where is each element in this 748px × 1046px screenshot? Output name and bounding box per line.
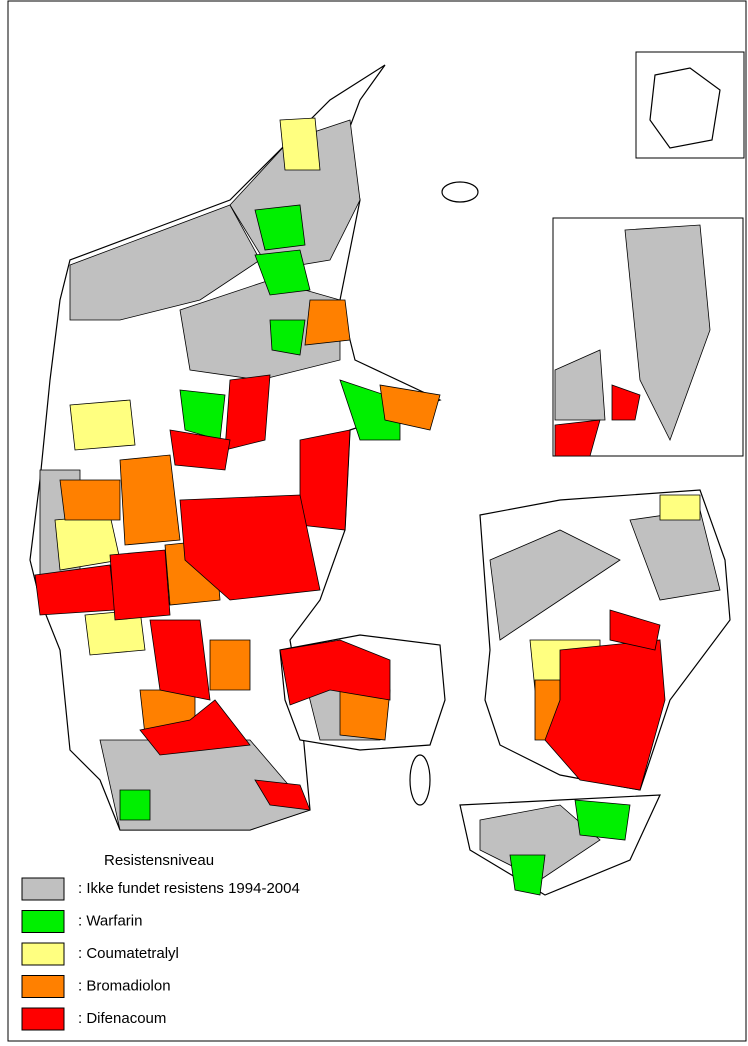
legend-swatch [21,942,65,966]
region [609,609,661,651]
region [109,549,171,621]
legend: Resistensniveau : Ikke fundet resistens … [21,852,300,1031]
legend-label: : Ikke fundet resistens 1994-2004 [78,880,300,897]
region [574,799,631,841]
legend-label: : Bromadiolon [78,977,171,994]
region [489,529,621,641]
region [169,429,231,471]
frame [7,0,747,1042]
legend-swatch [21,877,65,901]
legend-swatch [21,975,65,998]
region [479,804,601,881]
region [224,374,271,451]
region [119,454,181,546]
region [254,249,311,296]
region [179,494,321,601]
region [149,619,211,701]
legend-title: Resistensniveau [104,852,214,869]
legend-label: : Difenacoum [78,1010,166,1027]
bornholm [649,67,721,149]
region [554,419,601,457]
region [254,204,306,251]
region [299,429,351,531]
region [139,699,251,756]
region [279,639,391,706]
island [441,181,479,203]
region [659,494,701,521]
region [611,384,641,421]
region [269,319,306,356]
region [69,204,261,321]
region [279,117,321,171]
legend-label: : Coumatetralyl [78,945,179,962]
region [69,399,136,451]
region [379,384,441,431]
region [544,639,666,791]
region [119,789,151,821]
region [624,224,711,442]
municipalities [34,117,721,896]
legend-swatch [21,1007,65,1031]
region [554,349,606,421]
island [409,754,431,806]
region [59,479,121,521]
legend-swatch [21,910,65,933]
region [304,299,351,346]
legend-label: : Warfarin [78,912,142,929]
region [509,854,546,896]
region [254,779,311,811]
region [209,639,251,691]
